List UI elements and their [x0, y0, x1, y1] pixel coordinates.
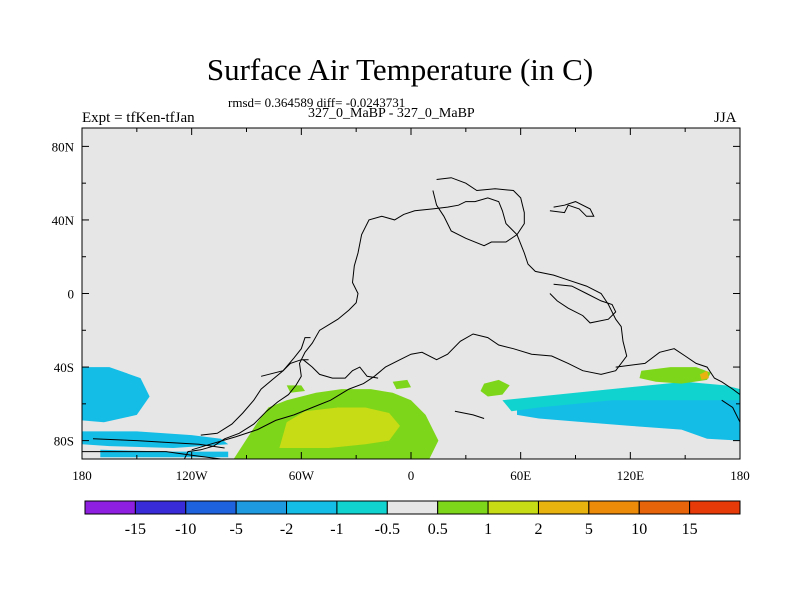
coastline-7 [549, 201, 595, 217]
contour-region-10 [392, 379, 411, 390]
colorbar-label: -15 [125, 521, 146, 538]
coastline-outlines [82, 177, 740, 459]
y-tick-label: 40S [54, 360, 74, 375]
x-tick-label: 180 [72, 468, 92, 483]
x-tick-label: 120W [176, 468, 209, 483]
x-tick-label: 60W [289, 468, 315, 483]
coastline-2 [92, 438, 225, 449]
coastline-8 [549, 283, 617, 324]
y-tick-label: 80N [52, 139, 75, 154]
colorbar-label: -5 [229, 521, 242, 538]
x-tick-label: 120E [617, 468, 645, 483]
coastline-11 [454, 410, 485, 419]
coastline-4 [302, 359, 379, 379]
colorbar-label: 1 [484, 521, 492, 538]
colorbar-label: -10 [175, 521, 196, 538]
colorbar-swatch [689, 500, 741, 515]
colorbar-swatch [588, 500, 640, 515]
coastline-9 [615, 348, 740, 395]
colorbar-swatch [638, 500, 691, 515]
colorbar-swatch [437, 500, 489, 515]
colorbar-swatch [84, 500, 136, 515]
coastline-10 [721, 399, 740, 423]
chart-title: Surface Air Temperature (in C) [206, 52, 594, 87]
contour-region-1 [82, 367, 150, 423]
colorbar-swatch [185, 500, 237, 515]
colorbar-label: -2 [280, 521, 293, 538]
coastline-1 [82, 451, 221, 459]
colorbar-swatch [487, 500, 539, 515]
contour-region-12 [699, 370, 709, 380]
contour-region-5 [502, 381, 740, 412]
season-label: JJA [714, 110, 737, 126]
axis-ticks: 180 120W 60W 0 60E 120E 180 80N 40N 0 40S 80S [52, 128, 750, 483]
colorbar-swatch [386, 500, 439, 515]
difference-label: 327_0_MaBP - 327_0_MaBP [308, 106, 475, 121]
contour-region-9 [639, 367, 711, 384]
x-tick-label: 180 [730, 468, 750, 483]
colorbar-swatch [235, 500, 288, 515]
colorbar-swatch [537, 500, 590, 515]
colorbar-label: 10 [631, 521, 647, 538]
contour-region-11 [279, 407, 400, 448]
coastline-5 [260, 337, 311, 377]
contour-region-8 [480, 379, 510, 397]
colorbar: -15 -10 -5 -2 -1 -0.5 0.5 1 2 5 10 15 [84, 500, 741, 538]
colorbar-swatch [336, 500, 388, 515]
colorbar-label: 2 [534, 521, 542, 538]
coastline-0 [183, 197, 628, 459]
colorbar-swatch [286, 500, 338, 515]
experiment-label: Expt = tfKen-tfJan [82, 110, 195, 126]
coastline-6 [432, 177, 525, 247]
coastline-3 [200, 359, 309, 436]
y-tick-label: 40N [52, 213, 75, 228]
colorbar-label: 15 [682, 521, 698, 538]
colorbar-label: -1 [330, 521, 343, 538]
x-tick-label: 0 [408, 468, 415, 483]
colorbar-label: -0.5 [375, 521, 400, 538]
y-tick-label: 80S [54, 434, 74, 449]
colorbar-label: 0.5 [428, 521, 448, 538]
colorbar-swatch [134, 500, 187, 515]
x-tick-label: 60E [510, 468, 531, 483]
y-tick-label: 0 [68, 287, 75, 302]
stats-label: rmsd= 0.364589 diff= -0.0243731 [228, 95, 406, 110]
colorbar-label: 5 [585, 521, 593, 538]
